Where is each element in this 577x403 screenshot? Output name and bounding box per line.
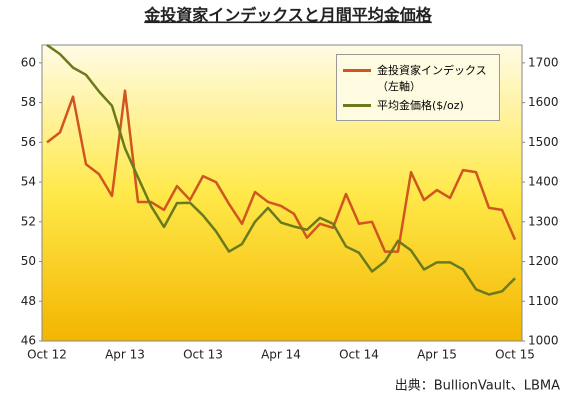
- y-tick-label: 46: [21, 334, 36, 348]
- x-tick-label: Oct 15: [495, 348, 535, 362]
- x-tick-label: Apr 15: [417, 348, 457, 362]
- legend-item: 平均金価格($/oz): [343, 97, 493, 113]
- y-tick-label: 56: [21, 135, 36, 149]
- x-tick-label: Oct 12: [27, 348, 67, 362]
- x-tick-label: Apr 14: [261, 348, 301, 362]
- y2-tick-label: 1500: [528, 135, 559, 149]
- legend: 金投資家インデックス（左軸） 平均金価格($/oz): [336, 54, 500, 121]
- y-tick-label: 52: [21, 214, 36, 228]
- x-tick-label: Oct 13: [183, 348, 223, 362]
- legend-item: 金投資家インデックス（左軸）: [343, 62, 493, 94]
- legend-swatch: [343, 69, 371, 72]
- y-tick-label: 58: [21, 95, 36, 109]
- x-tick-label: Apr 13: [105, 348, 145, 362]
- source: 出典：BullionVault、LBMA: [395, 379, 560, 394]
- legend-swatch: [343, 104, 371, 107]
- x-tick-label: Oct 14: [339, 348, 379, 362]
- y-tick-label: 60: [21, 55, 36, 69]
- y2-tick-label: 1300: [528, 214, 559, 228]
- y2-tick-label: 1100: [528, 294, 559, 308]
- chart-title: 金投資家インデックスと月間平均金価格: [143, 6, 433, 25]
- y-tick-label: 50: [21, 254, 36, 268]
- y-tick-label: 54: [21, 175, 36, 189]
- line-series: [46, 43, 516, 296]
- y2-tick-label: 1200: [528, 254, 559, 268]
- line-series: [46, 89, 517, 253]
- y2-tick-label: 1600: [528, 95, 559, 109]
- legend-label: 金投資家インデックス（左軸）: [377, 64, 487, 93]
- y-tick-label: 48: [21, 294, 36, 308]
- y2-tick-label: 1000: [528, 334, 559, 348]
- y2-tick-label: 1700: [528, 55, 559, 69]
- legend-label: 平均金価格($/oz): [377, 99, 464, 112]
- y2-tick-label: 1400: [528, 175, 559, 189]
